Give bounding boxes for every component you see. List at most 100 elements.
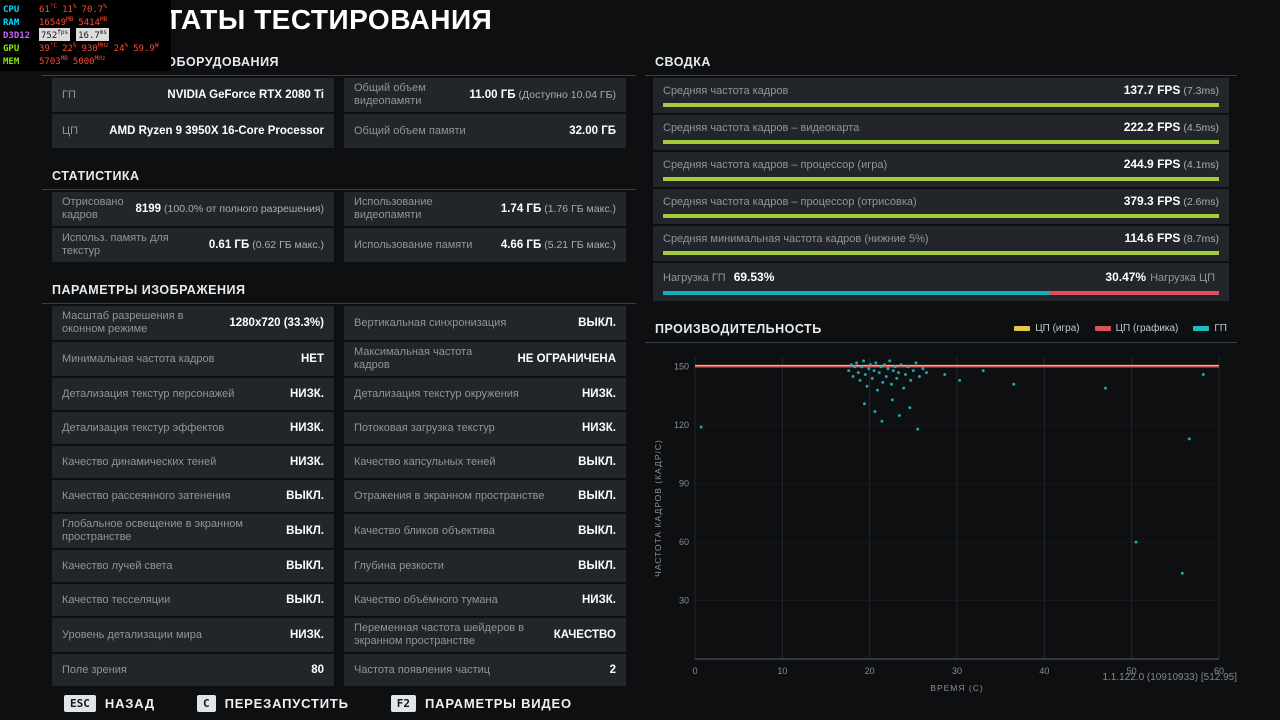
metric-bar-fill [663, 103, 1219, 107]
summary-metric: Средняя минимальная частота кадров (нижн… [653, 226, 1229, 261]
metric-bar [663, 177, 1219, 181]
metric-label: Средняя частота кадров – процессор (игра… [663, 159, 888, 171]
setting-label: Качество динамических теней [62, 455, 217, 468]
row-label: ГП [62, 88, 76, 101]
setting-label: Глобальное освещение в экранном простран… [62, 518, 243, 543]
right-column: СВОДКА Средняя частота кадров 137.7 FPS(… [645, 48, 1237, 718]
keycap: C [196, 694, 216, 712]
legend-swatch [1193, 326, 1210, 331]
legend-label: ГП [1214, 323, 1227, 334]
osd-line: MEM 5703MB 5000MHz [3, 55, 106, 67]
gpu-load-fill [663, 291, 1050, 295]
row-value: 32.00 ГБ [569, 125, 616, 137]
setting-value: НИЗК. [290, 629, 324, 641]
statistics-rows: Отрисовано кадров 8199 (100.0% от полного… [42, 190, 636, 262]
metric-bar [663, 140, 1219, 144]
section-hardware-config: КОНФИГУРАЦИЯ ОБОРУДОВАНИЯ ГП NVIDIA GeFo… [42, 48, 636, 148]
metric-value: 114.6 FPS (8.7ms) [1124, 231, 1219, 245]
setting-label: Отражения в экранном пространстве [354, 489, 545, 502]
image-params-rows: Масштаб разрешения в оконном режиме 1280… [42, 304, 636, 686]
metric-bar-fill [663, 177, 1219, 181]
stat-row: Использование видеопамяти 1.74 ГБ (1.76 Г… [344, 192, 626, 226]
hardware-row: ГП NVIDIA GeForce RTX 2080 Ti [52, 78, 334, 112]
load-metric: Нагрузка ГП 69.53% 30.47% Нагрузка ЦП [653, 263, 1229, 301]
hardware-row: Общий объем памяти 32.00 ГБ [344, 114, 626, 148]
setting-label: Максимальная частота кадров [354, 346, 473, 371]
image-params-title: ПАРАМЕТРЫ ИЗОБРАЖЕНИЯ [42, 276, 636, 304]
statistics-title: СТАТИСТИКА [42, 162, 636, 190]
keycap: F2 [390, 694, 416, 712]
summary-metric: Средняя частота кадров – видеокарта 222.… [653, 115, 1229, 150]
setting-label: Детализация текстур персонажей [62, 387, 235, 400]
setting-value: НИЗК. [582, 422, 616, 434]
setting-label: Масштаб разрешения в оконном режиме [62, 310, 184, 335]
summary-title: СВОДКА [645, 48, 1237, 76]
svg-text:0: 0 [692, 666, 697, 676]
setting-value: ВЫКЛ. [286, 560, 324, 572]
svg-text:150: 150 [674, 362, 689, 372]
svg-text:40: 40 [1039, 666, 1049, 676]
section-statistics: СТАТИСТИКА Отрисовано кадров 8199 (100.0%… [42, 162, 636, 262]
metric-label: Средняя частота кадров – видеокарта [663, 122, 860, 134]
row-label: Использование видеопамяти [354, 196, 433, 221]
row-label: Общий объем памяти [354, 124, 466, 137]
hardware-row: Общий объем видеопамяти 11.00 ГБ (Доступн… [344, 78, 626, 112]
footer-action[interactable]: F2 ПАРАМЕТРЫ ВИДЕО [390, 694, 572, 712]
performance-chart: 30 60 90 120 150 0 10 20 30 40 50 60 ВРЕМЯ (С) ЧАСТОТ… [645, 343, 1237, 704]
setting-label: Качество рассеянного затенения [62, 489, 231, 502]
osd-line: RAM 16549MB 5414MB [3, 16, 108, 28]
setting-label: Переменная частота шейдеров в экранном п… [354, 622, 525, 647]
hardware-row: ЦП AMD Ryzen 9 3950X 16-Core Processor [52, 114, 334, 148]
setting-row: Качество рассеянного затенения ВЫКЛ. [52, 480, 334, 512]
metric-value: 379.3 FPS (2.6ms) [1123, 194, 1219, 208]
row-label: Использ. память для текстур [62, 232, 169, 257]
metric-value: 222.2 FPS (4.5ms) [1123, 120, 1219, 134]
setting-row: Качество тесселяции ВЫКЛ. [52, 584, 334, 616]
performance-header: ПРОИЗВОДИТЕЛЬНОСТЬ ЦП (игра) ЦП (графика… [645, 315, 1237, 343]
setting-row: Потоковая загрузка текстур НИЗК. [344, 412, 626, 444]
section-summary: СВОДКА Средняя частота кадров 137.7 FPS(… [645, 48, 1237, 301]
setting-row: Поле зрения 80 [52, 654, 334, 686]
setting-row: Переменная частота шейдеров в экранном п… [344, 618, 626, 652]
summary-metric: Средняя частота кадров – процессор (отри… [653, 189, 1229, 224]
metric-bar [663, 251, 1219, 255]
setting-row: Масштаб разрешения в оконном режиме 1280… [52, 306, 334, 340]
row-value: 11.00 ГБ (Доступно 10.04 ГБ) [469, 89, 616, 101]
setting-value: ВЫКЛ. [578, 560, 616, 572]
hardware-config-rows: ГП NVIDIA GeForce RTX 2080 Ti Общий объе… [42, 76, 636, 148]
svg-text:ЧАСТОТА КАДРОВ (КАДР/С): ЧАСТОТА КАДРОВ (КАДР/С) [653, 439, 663, 577]
row-value: 0.61 ГБ (0.62 ГБ макс.) [208, 239, 324, 251]
load-bar [663, 291, 1219, 295]
metric-bar-fill [663, 140, 1219, 144]
row-value: 8199 (100.0% от полного разрешения) [135, 203, 324, 215]
metric-bar-fill [663, 251, 1219, 255]
setting-label: Качество тесселяции [62, 593, 171, 606]
setting-value: КАЧЕСТВО [553, 629, 616, 641]
metric-bar-fill [663, 214, 1219, 218]
cpu-load: 30.47% Нагрузка ЦП [1105, 270, 1215, 284]
setting-label: Детализация текстур окружения [354, 387, 519, 400]
setting-label: Глубина резкости [354, 559, 444, 572]
footer-action[interactable]: ESC НАЗАД [64, 694, 155, 712]
setting-label: Качество капсульных теней [354, 455, 496, 468]
setting-row: Детализация текстур персонажей НИЗК. [52, 378, 334, 410]
section-image-params: ПАРАМЕТРЫ ИЗОБРАЖЕНИЯ Масштаб разрешения… [42, 276, 636, 686]
svg-text:60: 60 [1214, 666, 1224, 676]
setting-row: Вертикальная синхронизация ВЫКЛ. [344, 306, 626, 340]
footer-action[interactable]: C ПЕРЕЗАПУСТИТЬ [196, 694, 349, 712]
gpu-load: Нагрузка ГП 69.53% [663, 270, 775, 284]
stat-row: Отрисовано кадров 8199 (100.0% от полного… [52, 192, 334, 226]
setting-value: НЕ ОГРАНИЧЕНА [517, 353, 616, 365]
setting-value: ВЫКЛ. [286, 490, 324, 502]
metric-label: Средняя частота кадров – процессор (отри… [663, 196, 917, 208]
setting-value: НИЗК. [582, 594, 616, 606]
setting-row: Уровень детализации мира НИЗК. [52, 618, 334, 652]
version-text: 1.1.122.0 (10910933) [512.95] [1102, 672, 1237, 683]
osd-line: CPU 61°C 11% 70.7% [3, 3, 107, 15]
setting-row: Детализация текстур эффектов НИЗК. [52, 412, 334, 444]
setting-row: Отражения в экранном пространстве ВЫКЛ. [344, 480, 626, 512]
setting-value: 1280x720 (33.3%) [229, 317, 324, 329]
action-label: ПАРАМЕТРЫ ВИДЕО [425, 695, 572, 711]
stat-row: Использование памяти 4.66 ГБ (5.21 ГБ мак… [344, 228, 626, 262]
setting-label: Качество объёмного тумана [354, 593, 498, 606]
